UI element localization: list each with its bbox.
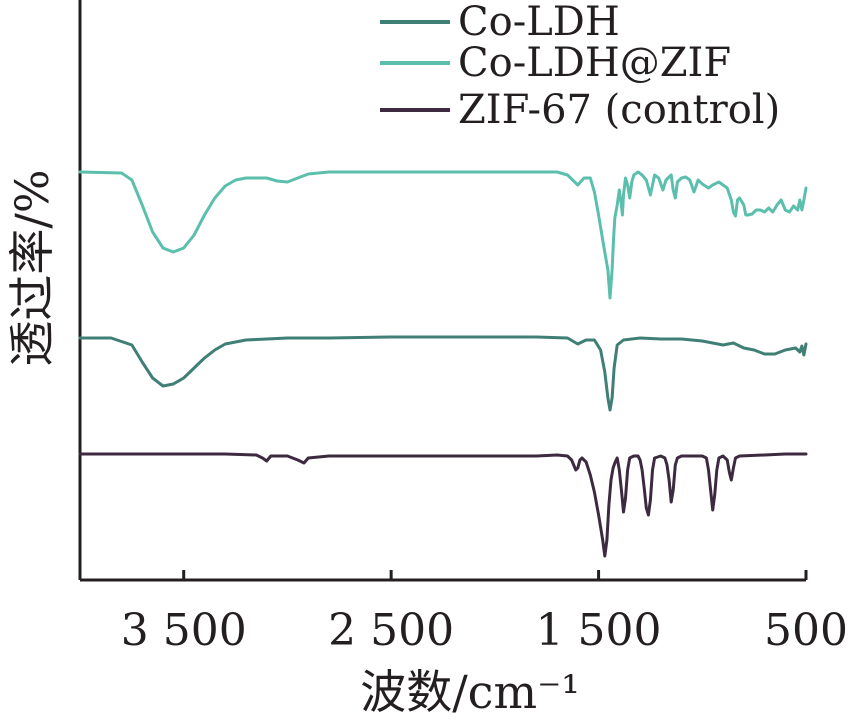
- series-line-1: [78, 170, 808, 300]
- x-tick-label-1500: 1 500: [536, 605, 662, 656]
- y-axis-title: 透过率/%: [5, 169, 59, 366]
- legend-label-0: Co-LDH: [458, 0, 620, 45]
- x-tick-label-2500: 2 500: [328, 605, 454, 656]
- x-ticks: 3 500 2 500 1 500 500: [121, 570, 848, 656]
- series-line-2: [78, 452, 808, 558]
- legend-label-1: Co-LDH@ZIF: [458, 40, 731, 86]
- plot-area: 3 500 2 500 1 500 500: [78, 0, 848, 656]
- x-axis-title: 波数/cm⁻¹: [360, 665, 580, 719]
- x-tick-label-500: 500: [764, 605, 848, 656]
- legend-label-2: ZIF-67 (control): [458, 87, 780, 133]
- series-lines: [78, 170, 808, 558]
- series-line-0: [78, 335, 808, 412]
- x-tick-label-3500: 3 500: [121, 605, 247, 656]
